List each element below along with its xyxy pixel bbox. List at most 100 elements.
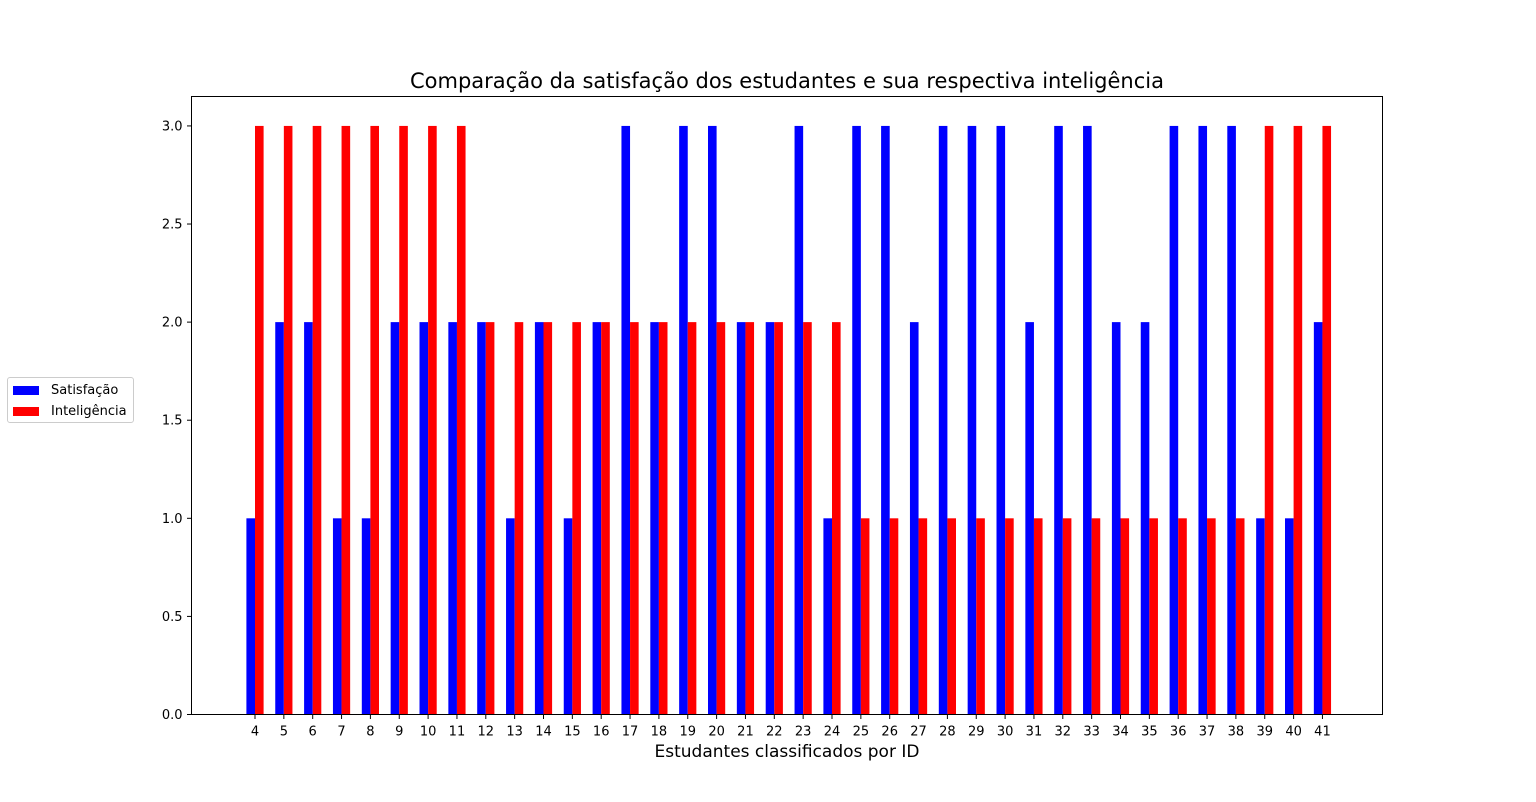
bar-inteligencia-16 — [601, 322, 610, 715]
bar-inteligencia-35 — [1149, 518, 1158, 715]
y-tick-label: 0.0 — [162, 708, 183, 723]
bar-satisfacao-9 — [390, 322, 400, 715]
bar-satisfacao-10 — [419, 322, 429, 715]
x-tick-label: 37 — [1199, 725, 1216, 740]
bar-inteligencia-20 — [716, 322, 726, 715]
bar-satisfacao-25 — [852, 125, 861, 715]
bar-inteligencia-4 — [255, 125, 264, 715]
x-tick-label: 19 — [679, 725, 696, 740]
bar-inteligencia-30 — [1005, 518, 1014, 715]
bar-satisfacao-11 — [448, 322, 457, 715]
bar-satisfacao-41 — [1313, 322, 1323, 715]
bar-inteligencia-17 — [630, 322, 639, 715]
x-tick-label: 14 — [535, 725, 552, 740]
bar-satisfacao-32 — [1054, 125, 1063, 715]
legend-swatch-inteligencia — [13, 406, 39, 416]
x-tick-label: 35 — [1141, 725, 1158, 740]
bar-inteligencia-41 — [1322, 125, 1332, 715]
y-tick-label: 1.5 — [162, 414, 183, 429]
bar-inteligencia-32 — [1062, 518, 1072, 715]
x-tick-label: 8 — [366, 725, 374, 740]
x-tick-label: 16 — [593, 725, 610, 740]
bar-satisfacao-21 — [736, 322, 746, 715]
y-tick-label: 2.5 — [162, 218, 183, 233]
bar-inteligencia-26 — [889, 518, 899, 715]
bar-inteligencia-21 — [745, 322, 755, 715]
bar-satisfacao-8 — [361, 518, 371, 715]
x-tick-label: 13 — [506, 725, 523, 740]
bar-inteligencia-22 — [774, 322, 783, 715]
bar-satisfacao-23 — [794, 125, 804, 715]
bar-inteligencia-28 — [947, 518, 956, 715]
bar-satisfacao-35 — [1140, 322, 1150, 715]
bar-inteligencia-36 — [1178, 518, 1187, 715]
bar-inteligencia-7 — [341, 125, 351, 715]
bar-satisfacao-26 — [881, 125, 890, 715]
x-tick-label: 40 — [1285, 725, 1302, 740]
x-tick-label: 39 — [1256, 725, 1273, 740]
x-tick-label: 18 — [651, 725, 668, 740]
legend: Satisfação Inteligência — [7, 377, 134, 423]
bar-inteligencia-34 — [1120, 518, 1130, 715]
bar-inteligencia-37 — [1207, 518, 1216, 715]
bar-satisfacao-27 — [909, 322, 919, 715]
x-tick-label: 34 — [1112, 725, 1129, 740]
bar-inteligencia-11 — [456, 125, 466, 715]
x-tick-label: 31 — [1026, 725, 1043, 740]
x-tick-label: 26 — [881, 725, 898, 740]
bar-inteligencia-13 — [514, 322, 524, 715]
x-tick-label: 32 — [1055, 725, 1072, 740]
bar-satisfacao-22 — [765, 322, 775, 715]
bar-satisfacao-37 — [1198, 125, 1208, 715]
bar-inteligencia-24 — [832, 322, 841, 715]
y-tick-label: 2.0 — [162, 316, 183, 331]
bar-inteligencia-15 — [572, 322, 581, 715]
bar-inteligencia-25 — [860, 518, 870, 715]
legend-item-satisfacao: Satisfação — [13, 381, 118, 399]
y-tick-label: 0.5 — [162, 610, 183, 625]
bar-satisfacao-6 — [304, 322, 313, 715]
x-axis-label: Estudantes classificados por ID — [655, 742, 920, 762]
bar-inteligencia-5 — [283, 125, 293, 715]
x-tick-label: 28 — [939, 725, 956, 740]
bar-inteligencia-8 — [370, 125, 379, 715]
bar-satisfacao-17 — [621, 125, 631, 715]
bar-satisfacao-28 — [938, 125, 948, 715]
bar-inteligencia-31 — [1033, 518, 1043, 715]
bar-inteligencia-23 — [803, 322, 812, 715]
y-tick-label: 1.0 — [162, 512, 183, 527]
x-tick-label: 27 — [910, 725, 927, 740]
x-tick-label: 15 — [564, 725, 581, 740]
legend-label-satisfacao: Satisfação — [51, 382, 119, 398]
x-tick-label: 38 — [1228, 725, 1245, 740]
bar-satisfacao-5 — [275, 322, 284, 715]
y-axis: 0.0 0.5 1.0 1.5 2.0 2.5 3.0 — [162, 119, 192, 723]
x-tick-label: 29 — [968, 725, 985, 740]
bar-inteligencia-27 — [918, 518, 928, 715]
bar-inteligencia-6 — [312, 125, 322, 715]
x-tick-label: 4 — [251, 725, 259, 740]
bar-inteligencia-19 — [687, 322, 697, 715]
x-tick-label: 6 — [309, 725, 317, 740]
bar-satisfacao-31 — [1025, 322, 1034, 715]
bars-group — [246, 125, 1332, 715]
bar-inteligencia-38 — [1235, 518, 1245, 715]
bar-satisfacao-29 — [967, 125, 977, 715]
bar-inteligencia-14 — [543, 322, 553, 715]
bar-satisfacao-18 — [650, 322, 659, 715]
bar-satisfacao-33 — [1083, 125, 1092, 715]
bar-satisfacao-13 — [506, 518, 515, 715]
x-tick-label: 9 — [395, 725, 403, 740]
legend-label-inteligencia: Inteligência — [51, 403, 127, 419]
bar-satisfacao-19 — [679, 125, 688, 715]
bar-satisfacao-36 — [1169, 125, 1179, 715]
bar-satisfacao-16 — [592, 322, 602, 715]
bar-satisfacao-24 — [823, 518, 832, 715]
x-tick-label: 36 — [1170, 725, 1187, 740]
bar-inteligencia-40 — [1293, 125, 1303, 715]
y-tick-label: 3.0 — [162, 119, 183, 134]
x-tick-label: 12 — [478, 725, 495, 740]
x-axis: 4 5 6 7 8 9 10 11 12 13 14 15 16 17 18 19 20 21 22 23 24 25 26… — [251, 714, 1331, 740]
bar-inteligencia-29 — [976, 518, 985, 715]
